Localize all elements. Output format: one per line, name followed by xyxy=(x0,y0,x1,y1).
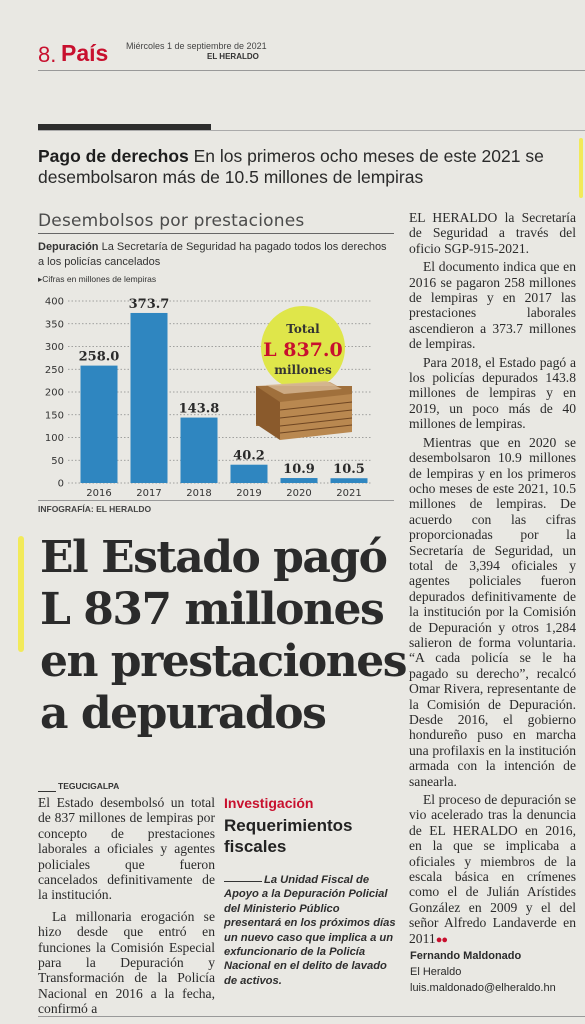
paragraph-text: El proceso de depuración se vio acelerad… xyxy=(409,792,576,946)
kicker-rule xyxy=(38,130,585,131)
unit-note-text: Cifras en millones de lempiras xyxy=(42,274,157,284)
bar-chart: 0 50 100 150 200 250 300 350 400 258.0 2016 373.7 20… xyxy=(45,297,372,500)
bar-value-label: 258.0 xyxy=(79,350,120,365)
bar-2018 xyxy=(180,417,218,483)
publication-name: EL HERALDO xyxy=(207,52,259,61)
paragraph: El documento indica que en 2016 se pagar… xyxy=(409,259,576,352)
sidebar-lead-bar xyxy=(224,881,262,882)
bar-value-label: 10.9 xyxy=(283,462,315,477)
x-tick-label: 2021 xyxy=(336,488,361,499)
paragraph: El Estado desembolsó un total de 837 mil… xyxy=(38,795,215,903)
paragraph: Mientras que en 2020 se desembolsaron 10… xyxy=(409,434,576,789)
bar-2019 xyxy=(230,464,268,483)
total-value: L 837.0 xyxy=(263,339,342,361)
infographic-credit: INFOGRAFÍA: EL HERALDO xyxy=(38,504,152,514)
infographic-lead-text: La Secretaría de Seguridad ha pagado tod… xyxy=(38,241,387,268)
total-unit: millones xyxy=(274,363,332,377)
dateline: TEGUCIGALPA xyxy=(58,781,120,791)
total-label: Total xyxy=(286,322,320,336)
headline: El Estado pagó L 837 millones en prestac… xyxy=(40,532,407,739)
sidebar-kicker: Investigación xyxy=(224,795,314,811)
y-tick-label: 200 xyxy=(45,388,64,399)
infographic-lead: Depuración La Secretaría de Seguridad ha… xyxy=(38,240,394,270)
x-tick-label: 2017 xyxy=(136,488,161,499)
infographic-lead-label: Depuración xyxy=(38,241,99,253)
x-tick-label: 2016 xyxy=(86,488,111,499)
article-column-1: El Estado desembolsó un total de 837 mil… xyxy=(38,795,215,1017)
total-badge-circle xyxy=(261,306,345,390)
infographic-title: Desembolsos por prestaciones xyxy=(38,211,305,231)
infographic-bottom-rule xyxy=(38,500,394,501)
bar-value-label: 10.5 xyxy=(333,462,365,477)
dateline-bar xyxy=(38,791,56,792)
author-outlet: El Heraldo xyxy=(410,966,462,978)
x-tick-label: 2019 xyxy=(236,488,261,499)
bar-2017 xyxy=(130,312,168,483)
kicker-label: Pago de derechos xyxy=(38,146,189,166)
y-tick-label: 100 xyxy=(45,433,64,444)
paragraph: EL HERALDO la Secretaría de Seguridad a … xyxy=(409,210,576,256)
author-email: luis.maldonado@elheraldo.hn xyxy=(410,982,556,994)
byline: Fernando Maldonado El Heraldo luis.maldo… xyxy=(410,948,580,996)
bar-2016 xyxy=(80,365,118,483)
bar-value-label: 143.8 xyxy=(179,402,220,417)
chart-labels: 0 50 100 150 200 250 300 350 400 258.0 2016 373.7 20… xyxy=(45,297,365,500)
bottom-rule xyxy=(38,1016,585,1017)
bar-value-label: 40.2 xyxy=(233,449,265,464)
paragraph: La millonaria erogación se hizo desde qu… xyxy=(38,908,215,1017)
highlighter-mark-right xyxy=(579,138,583,198)
y-tick-label: 0 xyxy=(58,479,64,490)
kicker-bar xyxy=(38,124,211,131)
paragraph: El proceso de depuración se vio acelerad… xyxy=(409,792,576,948)
y-tick-label: 250 xyxy=(45,365,64,376)
total-badge: Total L 837.0 millones xyxy=(256,306,353,440)
unit-note: ▸Cifras en millones de lempiras xyxy=(38,274,157,284)
x-tick-label: 2020 xyxy=(286,488,311,499)
issue-date: Miércoles 1 de septiembre de 2021 xyxy=(126,41,267,51)
bar-2020 xyxy=(280,478,318,483)
x-tick-label: 2018 xyxy=(186,488,211,499)
y-tick-label: 50 xyxy=(51,456,64,467)
infographic-title-rule xyxy=(38,233,394,234)
section-name: País xyxy=(61,40,109,66)
y-tick-label: 150 xyxy=(45,410,64,421)
highlighter-mark-left xyxy=(18,536,24,652)
bar-2021 xyxy=(330,478,368,483)
y-tick-label: 400 xyxy=(45,297,64,308)
author-name: Fernando Maldonado xyxy=(410,950,522,962)
kicker-text: En los primeros ocho meses de este 2021 … xyxy=(38,146,544,187)
sidebar-title: Requerimientos fiscales xyxy=(224,816,353,856)
y-tick-label: 350 xyxy=(45,319,64,330)
page-number: 8. xyxy=(38,42,57,67)
money-stack-icon xyxy=(256,381,353,440)
paragraph: Para 2018, el Estado pagó a los policías… xyxy=(409,354,576,432)
end-mark-icon: ●● xyxy=(435,933,448,946)
y-tick-label: 300 xyxy=(45,342,64,353)
header-rule xyxy=(38,70,585,71)
article-column-3: EL HERALDO la Secretaría de Seguridad a … xyxy=(409,210,576,948)
kicker: Pago de derechos En los primeros ocho me… xyxy=(38,146,558,188)
bar-value-label: 373.7 xyxy=(129,297,170,312)
chart-bars xyxy=(80,312,368,483)
sidebar-body: La Unidad Fiscal de Apoyo a la Depuració… xyxy=(224,874,396,987)
